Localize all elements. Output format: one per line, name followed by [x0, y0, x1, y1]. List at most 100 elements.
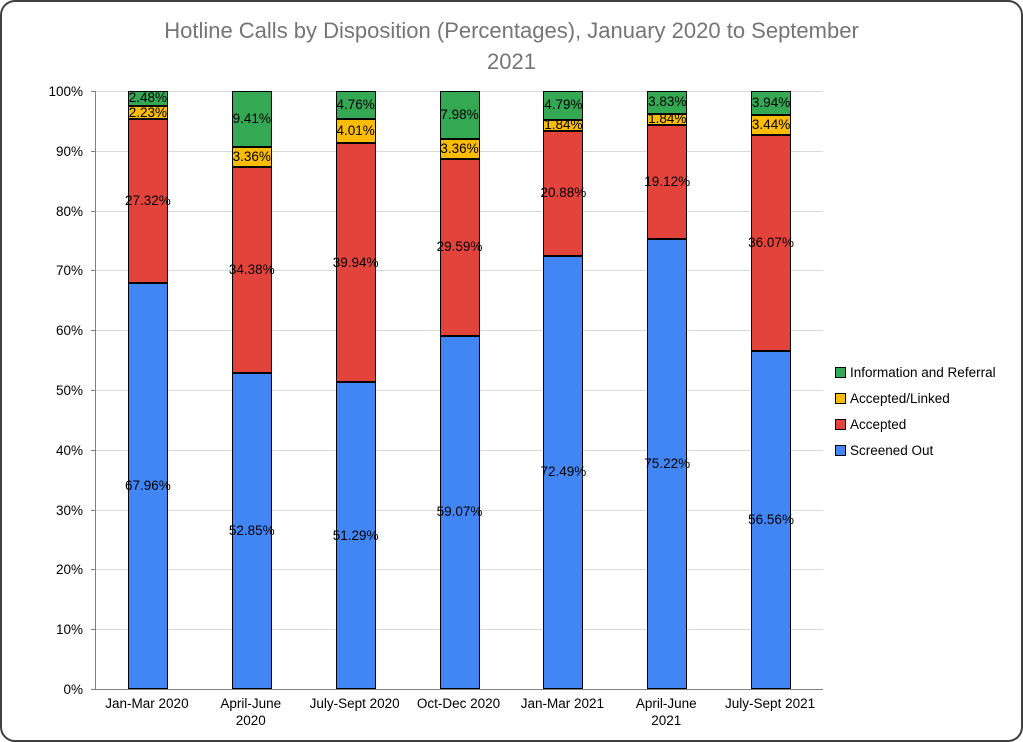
bar-segment-accepted	[751, 135, 792, 351]
y-axis-tick	[91, 270, 96, 272]
data-label-screened-out: 67.96%	[125, 477, 171, 493]
legend-swatch-icon	[835, 366, 846, 378]
data-label-screened-out: 72.49%	[540, 464, 587, 480]
x-axis-category-label: July-Sept 2020	[309, 696, 400, 711]
bar-segment-accepted-linked	[439, 138, 480, 159]
plot-area: 67.96% 27.32% 2.23% 2.48% 52.85% 34.38% 3.36% 9…	[91, 90, 823, 690]
data-label-accepted-linked: 3.36%	[440, 140, 479, 156]
data-label-accepted-linked: 3.44%	[751, 116, 791, 132]
legend-swatch-icon	[835, 392, 846, 404]
y-axis-tick	[91, 150, 96, 152]
bar-segment-accepted-linked	[543, 119, 584, 131]
bar-segment-accepted-linked	[751, 114, 792, 136]
data-label-accepted-linked: 4.01%	[336, 123, 375, 139]
x-axis-category-label: July-Sept 2021	[725, 696, 816, 711]
y-axis-tick	[91, 569, 96, 571]
bar-segment-accepted-linked	[647, 113, 688, 125]
legend-label: Screened Out	[850, 442, 934, 458]
bar-segment-screened-out	[751, 350, 792, 689]
data-label-accepted: 27.32%	[125, 192, 171, 208]
bar-segment-accepted	[439, 158, 480, 336]
y-axis-tick	[91, 509, 96, 511]
data-label-screened-out: 59.07%	[436, 504, 483, 520]
legend-label: Accepted/Linked	[850, 390, 950, 406]
data-label-information-and-referral: 4.76%	[336, 97, 375, 113]
legend-swatch-icon	[835, 418, 846, 430]
data-label-accepted: 29.59%	[436, 239, 483, 255]
data-label-screened-out: 56.56%	[748, 511, 794, 527]
y-axis-tick	[91, 629, 96, 631]
legend-item-accepted: Accepted	[835, 411, 996, 437]
data-label-accepted: 20.88%	[540, 185, 587, 201]
bar-segment-screened-out	[127, 282, 168, 689]
legend-label: Accepted	[850, 416, 907, 432]
legend-item-screened-out: Screened Out	[835, 437, 996, 463]
y-axis-tick	[91, 91, 96, 92]
data-label-accepted-linked: 3.36%	[232, 149, 271, 165]
bar-segment-accepted-linked	[127, 105, 168, 120]
y-axis-labels: 0% 10% 20% 30% 40% 50% 60% 70% 80% 90% 100%	[2, 84, 83, 697]
bar-segment-accepted	[335, 143, 376, 383]
data-label-accepted-linked: 1.84%	[648, 111, 687, 127]
legend-item-accepted-linked: Accepted/Linked	[835, 385, 996, 411]
bar-segment-screened-out	[231, 372, 272, 689]
bar-segment-information-and-referral	[647, 90, 688, 114]
bar-segment-information-and-referral	[335, 91, 376, 120]
y-axis-tick-label: 30%	[55, 502, 83, 518]
legend-label: Information and Referral	[850, 364, 996, 380]
data-label-accepted: 36.07%	[748, 234, 794, 250]
x-axis-labels: Jan-Mar 2020 April-June 2020 July-Sept 202…	[95, 695, 822, 729]
data-label-information-and-referral: 7.98%	[440, 106, 479, 122]
bar-segment-information-and-referral	[751, 90, 792, 115]
x-axis-category-label: Jan-Mar 2020	[105, 696, 189, 711]
bar-segment-accepted	[543, 130, 584, 256]
bar-segment-information-and-referral	[439, 91, 480, 139]
data-label-accepted-linked: 2.23%	[128, 104, 168, 120]
x-axis-category-label: April-June 2020	[220, 696, 282, 728]
y-axis-tick-label: 20%	[55, 562, 83, 578]
y-axis-tick-label: 90%	[55, 143, 83, 159]
data-label-screened-out: 75.22%	[644, 456, 691, 472]
legend-item-information-and-referral: Information and Referral	[835, 359, 996, 385]
x-axis-category-label: April-June 2021	[635, 696, 697, 728]
bar-segment-accepted-linked	[231, 147, 272, 168]
y-axis-tick-label: 100%	[48, 84, 83, 99]
bar-segment-screened-out	[647, 239, 688, 689]
data-label-screened-out: 51.29%	[332, 527, 379, 543]
data-label-accepted-linked: 1.84%	[544, 117, 583, 133]
y-axis-tick	[91, 330, 96, 332]
data-label-screened-out: 52.85%	[228, 522, 275, 538]
y-axis-tick-label: 40%	[55, 442, 83, 458]
bar-segment-screened-out	[543, 255, 584, 689]
legend-swatch-icon	[835, 444, 846, 456]
y-axis-tick	[91, 689, 96, 690]
data-label-information-and-referral: 9.41%	[232, 111, 271, 127]
x-axis-category-label: Jan-Mar 2021	[520, 696, 605, 711]
y-axis-tick	[91, 210, 96, 212]
data-label-accepted: 19.12%	[644, 174, 691, 189]
bar-segment-accepted-linked	[335, 119, 376, 144]
bar-segment-accepted	[127, 119, 168, 283]
bar-segment-information-and-referral	[543, 91, 584, 120]
data-label-information-and-referral: 3.83%	[648, 94, 687, 110]
data-label-information-and-referral: 2.48%	[128, 90, 168, 106]
y-axis-tick-label: 70%	[55, 263, 83, 279]
data-label-accepted: 34.38%	[228, 262, 275, 278]
y-axis-tick	[91, 390, 96, 391]
y-axis-tick-label: 80%	[55, 203, 83, 219]
bar-segment-screened-out	[439, 335, 480, 689]
y-axis-tick-label: 50%	[55, 383, 83, 398]
data-label-information-and-referral: 3.94%	[751, 94, 791, 110]
y-axis-tick-label: 10%	[55, 622, 83, 638]
bar-segment-accepted	[231, 167, 272, 373]
data-label-accepted: 39.94%	[332, 254, 379, 270]
bar-segment-screened-out	[335, 382, 376, 689]
x-axis-category-label: Oct-Dec 2020	[416, 696, 501, 711]
y-axis-tick-label: 0%	[63, 682, 83, 697]
data-label-information-and-referral: 4.79%	[544, 97, 583, 113]
y-axis-tick-label: 60%	[55, 323, 83, 339]
bar-segment-information-and-referral	[127, 91, 168, 106]
legend: Information and Referral Accepted/Linked A…	[835, 359, 996, 463]
chart-title: Hotline Calls by Disposition (Percentage…	[164, 18, 859, 74]
